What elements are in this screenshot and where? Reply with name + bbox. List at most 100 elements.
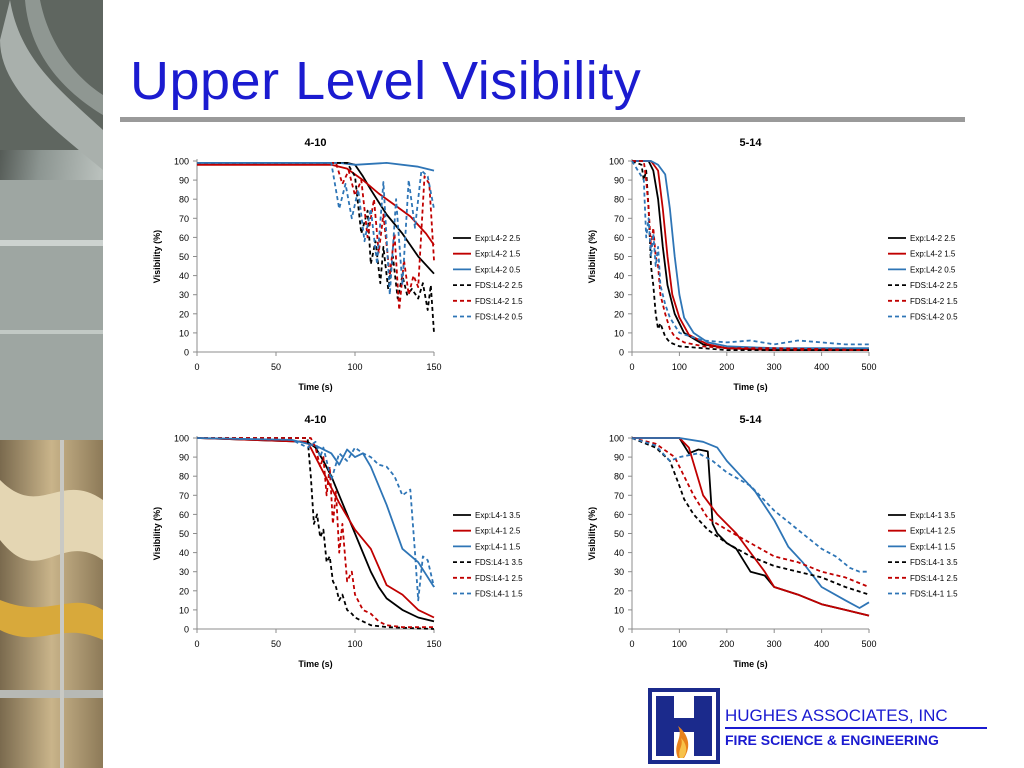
y-axis-label: Visibility (%) <box>152 507 162 560</box>
y-tick-label: 40 <box>179 271 189 281</box>
legend-label: FDS:L4-2 0.5 <box>910 313 958 322</box>
company-tagline: FIRE SCIENCE & ENGINEERING <box>725 732 939 748</box>
series-line <box>197 437 434 629</box>
title-divider <box>120 117 965 122</box>
x-axis-label: Time (s) <box>298 659 332 669</box>
x-tick-label: 200 <box>719 639 734 649</box>
series-line <box>631 160 869 346</box>
x-tick-label: 400 <box>814 362 829 372</box>
series-line <box>197 437 435 630</box>
visibility-chart-svg: 5-14 0 10 20 30 40 50 60 70 80 90 100 0 100 200 300 400 5… <box>587 137 958 392</box>
legend-label: FDS:L4-1 2.5 <box>475 574 523 583</box>
y-axis-label: Visibility (%) <box>152 230 162 283</box>
y-tick-label: 60 <box>614 510 624 520</box>
x-axis-label: Time (s) <box>733 659 767 669</box>
y-tick-label: 50 <box>614 529 624 539</box>
y-tick-label: 0 <box>619 625 624 635</box>
series-line <box>631 437 870 588</box>
y-tick-label: 30 <box>614 290 624 300</box>
y-tick-label: 80 <box>614 195 624 205</box>
chart-lower-right: 5-14 0 10 20 30 40 50 60 70 80 90 100 0 100 200 300 400 5… <box>555 405 975 675</box>
x-tick-label: 200 <box>719 362 734 372</box>
y-tick-label: 90 <box>614 453 624 463</box>
legend-label: Exp:L4-1 2.5 <box>910 527 956 536</box>
chart-title: 4-10 <box>304 137 326 149</box>
x-tick-label: 0 <box>629 639 634 649</box>
x-tick-label: 100 <box>672 362 687 372</box>
series-line <box>631 437 869 573</box>
legend-label: Exp:L4-1 1.5 <box>910 542 956 551</box>
chart-lower-left: 4-10 0 10 20 30 40 50 60 70 80 90 100 0 50 100 150 Time … <box>120 405 540 675</box>
y-tick-label: 70 <box>614 214 624 224</box>
legend-label: Exp:L4-2 1.5 <box>475 250 521 259</box>
y-tick-label: 70 <box>179 214 189 224</box>
y-tick-label: 0 <box>184 348 189 358</box>
ceiling-ducts-photo <box>0 0 103 768</box>
y-tick-label: 50 <box>179 529 189 539</box>
x-tick-label: 50 <box>271 362 281 372</box>
series-line <box>632 437 870 617</box>
legend-label: FDS:L4-1 2.5 <box>910 574 958 583</box>
y-tick-label: 0 <box>184 625 189 635</box>
legend-label: FDS:L4-2 1.5 <box>910 297 958 306</box>
y-tick-label: 10 <box>614 605 624 615</box>
legend-label: Exp:L4-2 2.5 <box>475 234 521 243</box>
x-axis-label: Time (s) <box>298 382 332 392</box>
x-tick-label: 300 <box>767 639 782 649</box>
y-tick-label: 60 <box>179 510 189 520</box>
chart-title: 5-14 <box>739 137 762 149</box>
y-tick-label: 30 <box>179 290 189 300</box>
series-line <box>632 437 870 609</box>
visibility-chart-svg: 4-10 0 10 20 30 40 50 60 70 80 90 100 0 50 100 150 Time … <box>152 137 523 392</box>
legend-label: FDS:L4-2 1.5 <box>475 297 523 306</box>
y-tick-label: 50 <box>179 252 189 262</box>
x-tick-label: 50 <box>271 639 281 649</box>
y-tick-label: 70 <box>614 491 624 501</box>
legend-label: Exp:L4-2 0.5 <box>910 265 956 274</box>
x-tick-label: 0 <box>629 362 634 372</box>
legend-label: Exp:L4-1 2.5 <box>475 527 521 536</box>
legend-label: FDS:L4-1 3.5 <box>910 558 958 567</box>
chart-upper-right: 5-14 0 10 20 30 40 50 60 70 80 90 100 0 100 200 300 400 5… <box>555 128 975 398</box>
y-tick-label: 100 <box>174 157 189 167</box>
x-tick-label: 100 <box>672 639 687 649</box>
legend-label: Exp:L4-1 3.5 <box>910 511 956 520</box>
y-tick-label: 10 <box>179 328 189 338</box>
company-divider <box>725 727 987 729</box>
legend-label: Exp:L4-2 2.5 <box>910 234 956 243</box>
legend-label: Exp:L4-2 0.5 <box>475 265 521 274</box>
chart-title: 5-14 <box>739 414 762 426</box>
chart-title: 4-10 <box>304 414 326 426</box>
y-tick-label: 90 <box>614 176 624 186</box>
y-tick-label: 30 <box>614 567 624 577</box>
y-axis-label: Visibility (%) <box>587 230 597 283</box>
y-tick-label: 0 <box>619 348 624 358</box>
legend-label: Exp:L4-1 3.5 <box>475 511 521 520</box>
chart-upper-left: 4-10 0 10 20 30 40 50 60 70 80 90 100 0 50 100 150 Time … <box>120 128 540 398</box>
series-line <box>632 160 870 351</box>
x-tick-label: 0 <box>194 639 199 649</box>
x-tick-label: 0 <box>194 362 199 372</box>
series-line <box>631 437 870 596</box>
y-tick-label: 100 <box>609 434 624 444</box>
legend-label: FDS:L4-2 2.5 <box>475 281 523 290</box>
series-line <box>197 162 435 311</box>
x-tick-label: 300 <box>767 362 782 372</box>
y-tick-label: 10 <box>614 328 624 338</box>
x-tick-label: 150 <box>426 362 441 372</box>
x-tick-label: 500 <box>861 362 876 372</box>
legend-label: FDS:L4-1 1.5 <box>475 590 523 599</box>
y-tick-label: 20 <box>614 586 624 596</box>
y-tick-label: 90 <box>179 176 189 186</box>
y-tick-label: 60 <box>179 233 189 243</box>
legend-label: FDS:L4-2 0.5 <box>475 313 523 322</box>
x-tick-label: 400 <box>814 639 829 649</box>
series-line <box>197 162 435 172</box>
y-tick-label: 80 <box>179 472 189 482</box>
company-name: HUGHES ASSOCIATES, INC <box>725 706 948 725</box>
y-tick-label: 40 <box>614 271 624 281</box>
y-tick-label: 40 <box>614 548 624 558</box>
y-axis-label: Visibility (%) <box>587 507 597 560</box>
y-tick-label: 90 <box>179 453 189 463</box>
series-line <box>196 437 435 602</box>
